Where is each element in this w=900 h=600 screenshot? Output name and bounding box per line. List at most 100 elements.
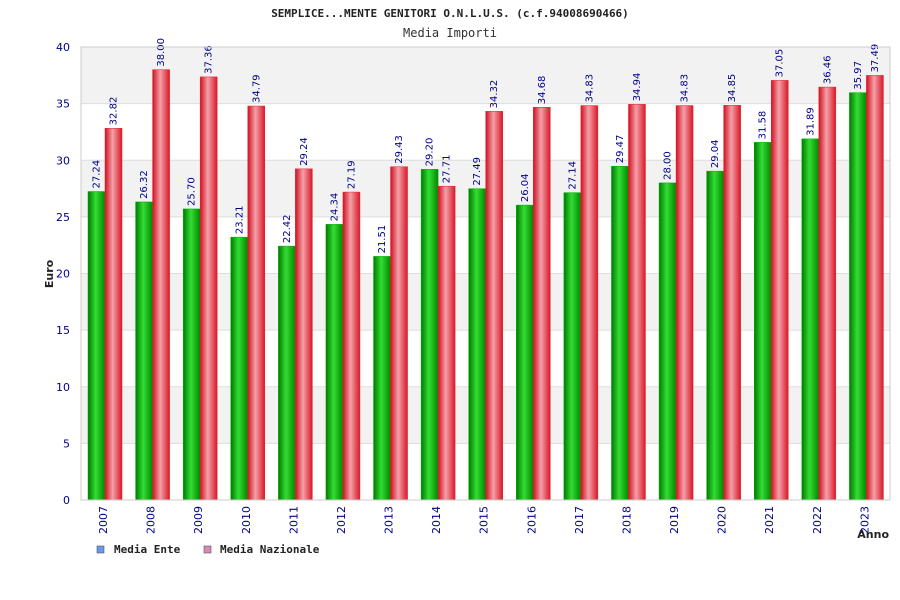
value-label: 27.24 <box>92 160 103 189</box>
plot-frame <box>80 46 891 501</box>
x-tick-label: 2010 <box>240 506 253 534</box>
bar-media-ente <box>373 256 391 501</box>
value-label: 29.43 <box>394 135 405 164</box>
value-labels: 27.24 32.82 26.32 38.00 25.70 37.36 23.21 34.79… <box>92 38 881 253</box>
x-tick-label: 2011 <box>287 506 300 534</box>
bar-media-ente <box>325 224 344 501</box>
value-label: 23.21 <box>234 206 245 235</box>
value-label: 36.46 <box>822 55 833 84</box>
legend-label-media-nazionale: Media Nazionale <box>220 543 320 556</box>
bar-media-nazionale <box>342 191 361 501</box>
y-tick-label: 10 <box>56 381 70 394</box>
y-tick-label: 40 <box>56 41 70 54</box>
value-label: 22.42 <box>282 214 293 243</box>
legend-swatch-media-nazionale <box>203 545 212 554</box>
value-label: 34.83 <box>680 74 691 103</box>
bar-media-ente <box>87 191 106 501</box>
value-label: 26.32 <box>139 170 150 199</box>
value-label: 34.94 <box>632 73 643 102</box>
x-tick-label: 2016 <box>525 506 538 534</box>
bar-media-ente <box>278 245 296 501</box>
bar-media-ente <box>753 142 772 501</box>
value-label: 37.05 <box>775 49 786 78</box>
bar-media-nazionale <box>485 111 503 501</box>
bar-media-ente <box>230 236 249 501</box>
y-tick-label: 5 <box>63 437 70 450</box>
x-tick-label: 2022 <box>811 506 824 534</box>
x-tick-label: 2014 <box>430 506 443 534</box>
y-tick-label: 15 <box>56 324 70 337</box>
bar-media-ente <box>182 208 201 501</box>
bar-media-nazionale <box>533 106 551 501</box>
y-tick-label: 30 <box>56 154 70 167</box>
value-label: 27.71 <box>442 155 453 184</box>
value-label: 28.00 <box>663 151 674 180</box>
bar-media-nazionale <box>390 166 408 501</box>
bar-media-ente <box>563 192 582 501</box>
x-tick-label: 2020 <box>716 506 729 534</box>
value-label: 34.68 <box>537 76 548 105</box>
x-tick-label: 2018 <box>620 506 633 534</box>
y-axis-label: Euro <box>43 259 56 288</box>
legend: Media Ente Media Nazionale <box>96 543 320 556</box>
bar-media-nazionale <box>152 69 170 501</box>
bar-media-ente <box>516 204 534 501</box>
bar-media-nazionale <box>247 105 266 501</box>
x-tick-label: 2012 <box>335 506 348 534</box>
bar-media-nazionale <box>199 76 218 501</box>
x-tick-label: 2013 <box>383 506 396 534</box>
chart-subtitle: Media Importi <box>403 26 497 40</box>
x-tick-label: 2023 <box>858 506 871 534</box>
legend-label-media-ente: Media Ente <box>114 543 181 556</box>
bar-media-ente <box>611 166 629 501</box>
value-label: 37.49 <box>870 44 881 73</box>
x-tick-label: 2008 <box>145 506 158 534</box>
value-label: 29.04 <box>710 139 721 168</box>
chart-title: SEMPLICE...MENTE GENITORI O.N.L.U.S. (c.… <box>271 7 629 20</box>
value-label: 26.04 <box>520 173 531 202</box>
value-label: 31.89 <box>805 107 816 136</box>
value-label: 31.58 <box>758 111 769 140</box>
value-label: 27.49 <box>472 157 483 186</box>
bars <box>87 69 884 501</box>
bar-media-ente <box>801 138 820 501</box>
bar-media-nazionale <box>628 104 646 501</box>
bar-media-ente <box>658 182 677 501</box>
x-tick-label: 2007 <box>97 506 110 534</box>
x-tick-label: 2019 <box>668 506 681 534</box>
bar-media-ente <box>135 201 153 501</box>
bar-media-nazionale <box>675 105 694 501</box>
value-label: 27.14 <box>567 161 578 190</box>
value-label: 35.97 <box>853 61 864 90</box>
bar-media-ente <box>468 188 486 501</box>
value-label: 34.32 <box>489 80 500 109</box>
y-tick-label: 20 <box>56 268 70 281</box>
value-label: 21.51 <box>377 225 388 254</box>
bar-media-nazionale <box>295 168 313 501</box>
y-axis-ticks: 0 5 10 15 20 25 30 35 40 <box>56 41 70 507</box>
value-label: 29.47 <box>615 135 626 164</box>
bar-media-nazionale <box>723 105 741 501</box>
x-axis-label: Anno <box>857 528 889 541</box>
y-tick-label: 0 <box>63 494 70 507</box>
x-axis-ticks: 2007 2008 2009 2010 2011 2012 2013 2014 2015 2016… <box>97 506 871 534</box>
bar-media-nazionale <box>437 185 456 501</box>
bar-media-nazionale <box>818 86 837 501</box>
value-label: 24.34 <box>329 193 340 222</box>
value-label: 29.20 <box>425 138 436 167</box>
x-tick-label: 2015 <box>478 506 491 534</box>
value-label: 34.83 <box>584 74 595 103</box>
bar-media-nazionale <box>580 105 599 501</box>
bar-media-ente <box>849 92 867 501</box>
value-label: 25.70 <box>187 177 198 206</box>
y-tick-label: 35 <box>56 98 70 111</box>
bar-media-nazionale <box>866 75 884 501</box>
plot-area: 0 5 10 15 20 25 30 35 40 27.24 32.82 26.32 38.00 25.… <box>56 38 891 534</box>
bar-media-nazionale <box>770 80 789 501</box>
value-label: 37.36 <box>204 45 215 74</box>
x-tick-label: 2017 <box>573 506 586 534</box>
value-label: 34.85 <box>727 74 738 103</box>
value-label: 27.19 <box>346 160 357 189</box>
value-label: 38.00 <box>156 38 167 67</box>
